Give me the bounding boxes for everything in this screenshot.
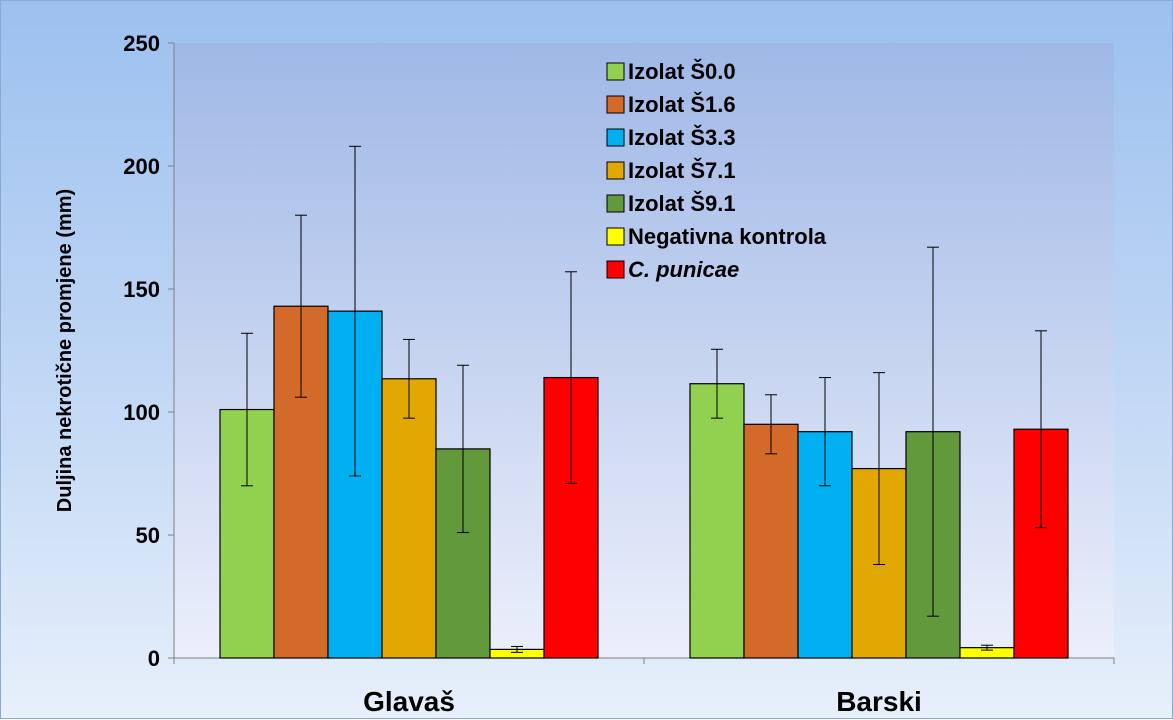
legend-label: Izolat Š9.1 — [628, 191, 736, 216]
bar — [689, 383, 745, 659]
x-category-label: Barski — [836, 686, 922, 717]
y-axis-label: Duljina nekrotične promjene (mm) — [54, 189, 76, 512]
y-tick-label: 200 — [123, 154, 160, 179]
legend-swatch — [606, 128, 625, 147]
y-tick-label: 100 — [123, 400, 160, 425]
y-tick-label: 150 — [123, 277, 160, 302]
legend-label: Izolat Š3.3 — [628, 125, 736, 150]
legend-label: Izolat Š7.1 — [628, 158, 736, 183]
legend-swatch — [606, 260, 625, 279]
legend-label: Negativna kontrola — [628, 224, 827, 249]
legend-label: Izolat Š1.6 — [628, 92, 736, 117]
legend-swatch — [606, 62, 625, 81]
bar — [381, 378, 437, 659]
x-category-label: Glavaš — [363, 686, 455, 717]
legend-swatch — [606, 227, 625, 246]
y-tick-label: 50 — [136, 523, 160, 548]
legend-swatch — [606, 161, 625, 180]
bar — [743, 423, 799, 659]
y-tick-label: 0 — [148, 646, 160, 671]
y-tick-label: 250 — [123, 31, 160, 56]
legend-label: C. punicae — [628, 257, 739, 282]
legend-swatch — [606, 194, 625, 213]
legend-label: Izolat Š0.0 — [628, 59, 736, 84]
legend-swatch — [606, 95, 625, 114]
